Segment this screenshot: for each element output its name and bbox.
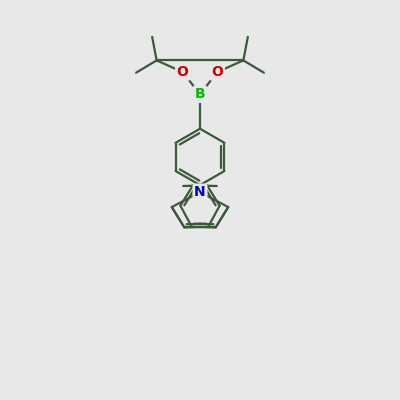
Text: B: B xyxy=(195,87,205,101)
Text: N: N xyxy=(194,185,206,199)
Text: O: O xyxy=(177,65,188,79)
Text: O: O xyxy=(212,65,223,79)
